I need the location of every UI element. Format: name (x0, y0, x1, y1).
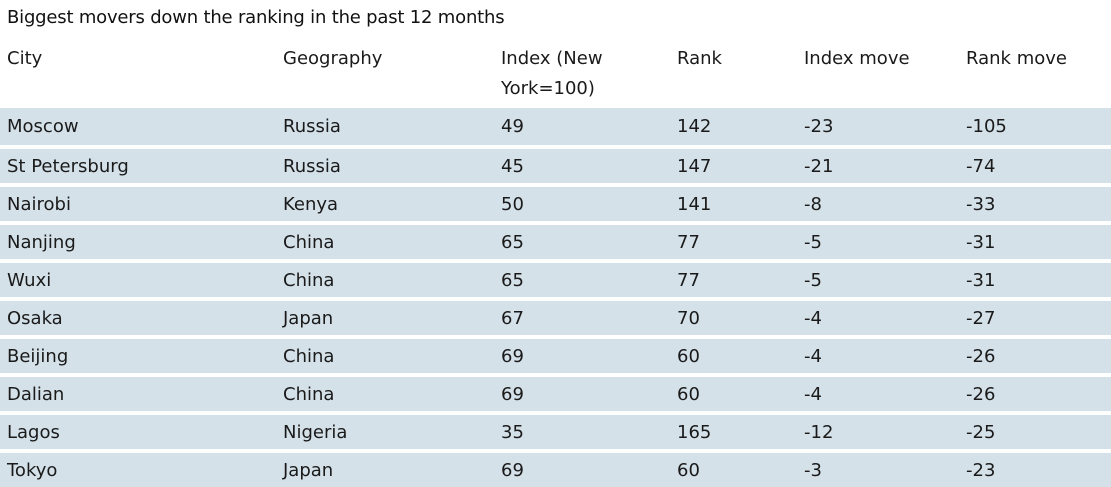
index-move-cell: -12 (797, 411, 959, 451)
column-header-city: City (0, 40, 276, 108)
index-cell: 69 (494, 449, 670, 487)
index-cell: 49 (494, 108, 670, 147)
city-cell: St Petersburg (0, 145, 276, 185)
index-cell: 65 (494, 221, 670, 261)
city-cell: Nanjing (0, 221, 276, 261)
rank-cell: 77 (670, 221, 797, 261)
movers-table: City Geography Index (New York=100) Rank… (0, 40, 1111, 487)
table-title: Biggest movers down the ranking in the p… (7, 7, 505, 28)
rank-move-cell: -74 (959, 145, 1111, 185)
index-move-cell: -5 (797, 259, 959, 299)
index-cell: 65 (494, 259, 670, 299)
index-cell: 35 (494, 411, 670, 451)
rank-move-cell: -33 (959, 183, 1111, 223)
table-row: Tokyo Japan 69 60 -3 -23 (0, 449, 1111, 487)
table-row: Nairobi Kenya 50 141 -8 -33 (0, 183, 1111, 223)
table-row: Osaka Japan 67 70 -4 -27 (0, 297, 1111, 337)
rank-cell: 70 (670, 297, 797, 337)
geography-cell: China (276, 259, 494, 299)
index-cell: 67 (494, 297, 670, 337)
geography-cell: Japan (276, 297, 494, 337)
city-cell: Wuxi (0, 259, 276, 299)
table-row: Beijing China 69 60 -4 -26 (0, 335, 1111, 375)
column-header-index: Index (New York=100) (494, 40, 670, 108)
column-header-rank: Rank (670, 40, 797, 108)
rank-move-cell: -31 (959, 259, 1111, 299)
index-move-cell: -3 (797, 449, 959, 487)
city-cell: Nairobi (0, 183, 276, 223)
index-cell: 50 (494, 183, 670, 223)
rank-cell: 141 (670, 183, 797, 223)
geography-cell: China (276, 221, 494, 261)
table-row: Lagos Nigeria 35 165 -12 -25 (0, 411, 1111, 451)
city-cell: Tokyo (0, 449, 276, 487)
index-move-cell: -5 (797, 221, 959, 261)
column-header-geography: Geography (276, 40, 494, 108)
rank-move-cell: -26 (959, 335, 1111, 375)
city-cell: Beijing (0, 335, 276, 375)
rank-move-cell: -25 (959, 411, 1111, 451)
index-cell: 45 (494, 145, 670, 185)
rank-cell: 165 (670, 411, 797, 451)
table-row: Dalian China 69 60 -4 -26 (0, 373, 1111, 413)
geography-cell: China (276, 335, 494, 375)
column-header-index-move: Index move (797, 40, 959, 108)
rank-move-cell: -27 (959, 297, 1111, 337)
column-header-rank-move: Rank move (959, 40, 1111, 108)
rank-cell: 147 (670, 145, 797, 185)
rank-cell: 60 (670, 373, 797, 413)
city-cell: Moscow (0, 108, 276, 147)
geography-cell: Nigeria (276, 411, 494, 451)
index-move-cell: -4 (797, 335, 959, 375)
index-cell: 69 (494, 373, 670, 413)
geography-cell: Russia (276, 108, 494, 147)
table-row: Nanjing China 65 77 -5 -31 (0, 221, 1111, 261)
index-move-cell: -23 (797, 108, 959, 147)
city-cell: Osaka (0, 297, 276, 337)
table-row: Wuxi China 65 77 -5 -31 (0, 259, 1111, 299)
geography-cell: Russia (276, 145, 494, 185)
index-cell: 69 (494, 335, 670, 375)
rank-cell: 142 (670, 108, 797, 147)
rank-move-cell: -26 (959, 373, 1111, 413)
rank-cell: 60 (670, 449, 797, 487)
rank-move-cell: -23 (959, 449, 1111, 487)
index-move-cell: -8 (797, 183, 959, 223)
geography-cell: Kenya (276, 183, 494, 223)
table-row: St Petersburg Russia 45 147 -21 -74 (0, 145, 1111, 185)
index-move-cell: -21 (797, 145, 959, 185)
table-row: Moscow Russia 49 142 -23 -105 (0, 108, 1111, 147)
geography-cell: China (276, 373, 494, 413)
rank-cell: 77 (670, 259, 797, 299)
rank-move-cell: -105 (959, 108, 1111, 147)
city-cell: Lagos (0, 411, 276, 451)
rank-cell: 60 (670, 335, 797, 375)
index-move-cell: -4 (797, 297, 959, 337)
index-move-cell: -4 (797, 373, 959, 413)
geography-cell: Japan (276, 449, 494, 487)
table-header-row: City Geography Index (New York=100) Rank… (0, 40, 1111, 108)
city-cell: Dalian (0, 373, 276, 413)
rank-move-cell: -31 (959, 221, 1111, 261)
